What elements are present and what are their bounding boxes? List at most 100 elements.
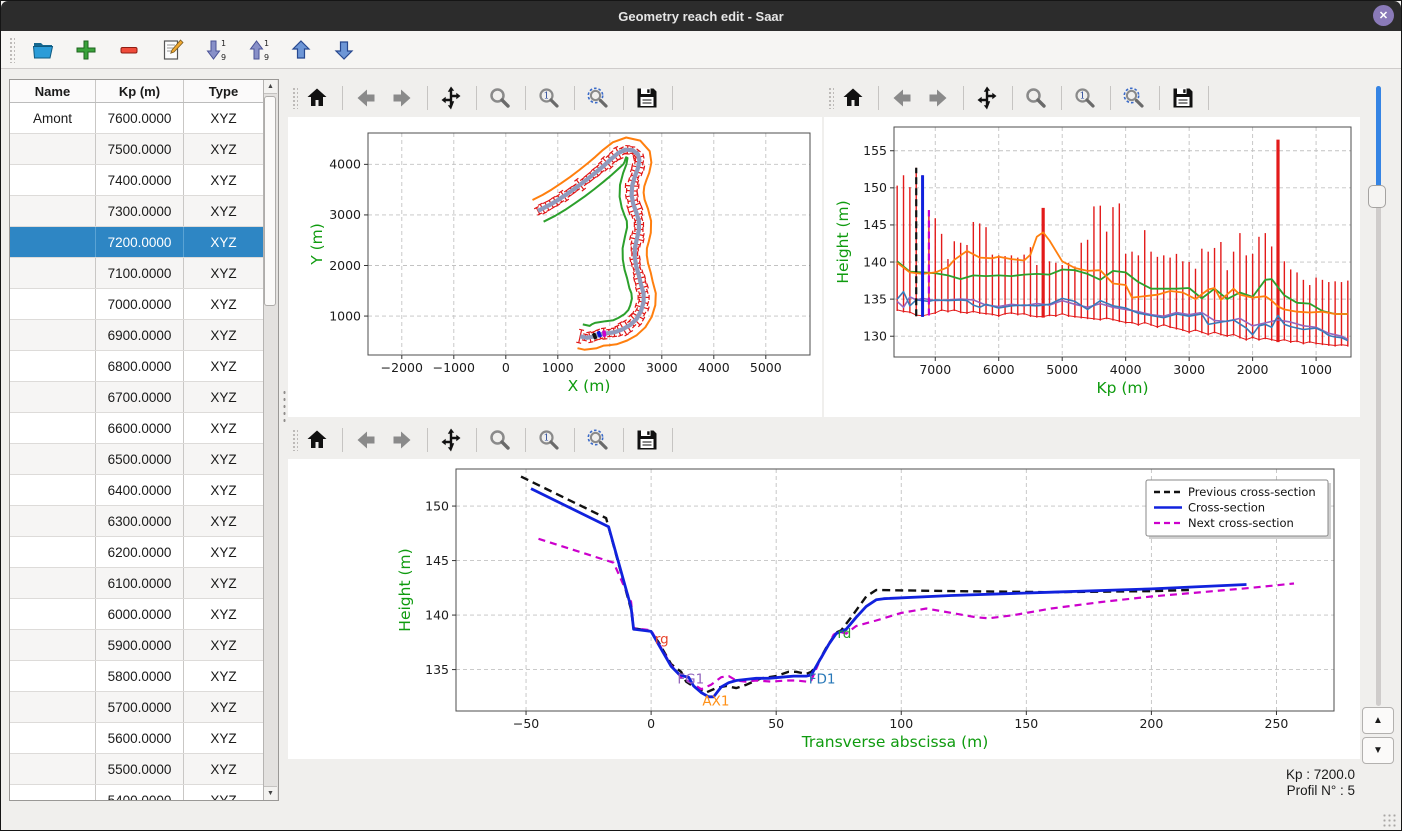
move-down-button[interactable]: [331, 36, 359, 64]
table-cell[interactable]: 6300.0000: [96, 506, 184, 536]
table-cell[interactable]: XYZ: [210, 141, 237, 157]
table-cell[interactable]: [10, 320, 96, 350]
table-cell[interactable]: 6100.0000: [96, 568, 184, 598]
zoom-original-button[interactable]: 1: [534, 83, 566, 113]
table-row[interactable]: 6200.0000 XYZ: [10, 537, 263, 568]
toolbar-drag-handle[interactable]: [9, 36, 15, 63]
back-button[interactable]: [351, 425, 383, 455]
panel-splitter[interactable]: [280, 79, 290, 801]
column-header-name[interactable]: Name: [10, 80, 96, 102]
zoom-button[interactable]: [485, 83, 517, 113]
table-row[interactable]: 6700.0000 XYZ: [10, 382, 263, 413]
table-row[interactable]: 6500.0000 XYZ: [10, 444, 263, 475]
home-button[interactable]: [302, 425, 334, 455]
table-cell[interactable]: XYZ: [210, 699, 237, 715]
table-cell[interactable]: XYZ: [210, 172, 237, 188]
table-cell[interactable]: XYZ: [210, 637, 237, 653]
table-cell[interactable]: XYZ: [210, 761, 237, 777]
table-row[interactable]: 7100.0000 XYZ: [10, 258, 263, 289]
titlebar[interactable]: Geometry reach edit - Saar ✕: [1, 1, 1401, 31]
table-cell[interactable]: 7300.0000: [96, 196, 184, 226]
table-cell[interactable]: [10, 351, 96, 381]
table-cell[interactable]: 7600.0000: [96, 103, 184, 133]
table-cell[interactable]: [10, 785, 96, 800]
table-cell[interactable]: [10, 413, 96, 443]
pan-button[interactable]: [972, 83, 1004, 113]
table-cell[interactable]: 5600.0000: [96, 723, 184, 753]
table-cell[interactable]: XYZ: [210, 358, 237, 374]
table-cell[interactable]: XYZ: [210, 265, 237, 281]
plan-view-canvas[interactable]: −2000 −1000 0 1000 2000 3000 4000 5000 1000 2000 3…: [288, 117, 822, 417]
zoom-button[interactable]: [485, 425, 517, 455]
table-cell[interactable]: 6000.0000: [96, 599, 184, 629]
table-cell[interactable]: 5800.0000: [96, 661, 184, 691]
table-row[interactable]: 7000.0000 XYZ: [10, 289, 263, 320]
table-cell[interactable]: XYZ: [210, 389, 237, 405]
table-cell[interactable]: 6900.0000: [96, 320, 184, 350]
home-button[interactable]: [838, 83, 870, 113]
zoom-selection-button[interactable]: [583, 83, 615, 113]
table-cell[interactable]: 6500.0000: [96, 444, 184, 474]
table-cell[interactable]: 5700.0000: [96, 692, 184, 722]
table-cell[interactable]: [10, 754, 96, 784]
table-row[interactable]: 6000.0000 XYZ: [10, 599, 263, 630]
table-row[interactable]: 6600.0000 XYZ: [10, 413, 263, 444]
zoom-selection-button[interactable]: [583, 425, 615, 455]
table-cell[interactable]: 7200.0000: [96, 227, 184, 257]
forward-button[interactable]: [387, 83, 419, 113]
table-cell[interactable]: XYZ: [210, 110, 237, 126]
save-button[interactable]: [1168, 83, 1200, 113]
table-row[interactable]: 7500.0000 XYZ: [10, 134, 263, 165]
table-cell[interactable]: XYZ: [210, 606, 237, 622]
cross-section-canvas[interactable]: rg FG1 AX1 FD1 rd Previous cross-section Cross…: [288, 459, 1360, 759]
sort-ascending-button[interactable]: 1 9: [245, 36, 273, 64]
table-cell[interactable]: 6400.0000: [96, 475, 184, 505]
table-cell[interactable]: Amont: [10, 103, 96, 133]
profile-slider-handle[interactable]: [1368, 185, 1386, 208]
table-row[interactable]: 6300.0000 XYZ: [10, 506, 263, 537]
table-cell[interactable]: XYZ: [210, 327, 237, 343]
table-cell[interactable]: 7500.0000: [96, 134, 184, 164]
table-cell[interactable]: [10, 661, 96, 691]
table-row[interactable]: 6400.0000 XYZ: [10, 475, 263, 506]
table-cell[interactable]: 5900.0000: [96, 630, 184, 660]
table-cell[interactable]: XYZ: [210, 544, 237, 560]
table-row[interactable]: 5500.0000 XYZ: [10, 754, 263, 785]
table-row[interactable]: 5800.0000 XYZ: [10, 661, 263, 692]
close-button[interactable]: ✕: [1373, 5, 1394, 26]
zoom-original-button[interactable]: 1: [534, 425, 566, 455]
zoom-button[interactable]: [1021, 83, 1053, 113]
table-cell[interactable]: 6800.0000: [96, 351, 184, 381]
column-header-type[interactable]: Type: [208, 83, 239, 99]
table-cell[interactable]: [10, 537, 96, 567]
table-cell[interactable]: XYZ: [210, 296, 237, 312]
table-row[interactable]: 5700.0000 XYZ: [10, 692, 263, 723]
toolbar-drag-handle[interactable]: [292, 87, 298, 109]
scroll-up-arrow[interactable]: ▲: [264, 80, 277, 94]
open-button[interactable]: [30, 36, 58, 64]
table-cell[interactable]: [10, 165, 96, 195]
table-cell[interactable]: [10, 475, 96, 505]
table-cell[interactable]: XYZ: [210, 203, 237, 219]
table-cell[interactable]: [10, 630, 96, 660]
table-cell[interactable]: XYZ: [210, 730, 237, 746]
forward-button[interactable]: [387, 425, 419, 455]
table-cell[interactable]: XYZ: [210, 420, 237, 436]
table-cell[interactable]: [10, 196, 96, 226]
back-button[interactable]: [351, 83, 383, 113]
table-cell[interactable]: [10, 506, 96, 536]
resize-grip-icon[interactable]: [1382, 813, 1397, 828]
table-scrollbar-thumb[interactable]: [264, 96, 276, 306]
back-button[interactable]: [887, 83, 919, 113]
edit-button[interactable]: [159, 36, 187, 64]
pan-button[interactable]: [436, 425, 468, 455]
pan-button[interactable]: [436, 83, 468, 113]
table-cell[interactable]: [10, 723, 96, 753]
forward-button[interactable]: [923, 83, 955, 113]
save-button[interactable]: [632, 83, 664, 113]
table-row[interactable]: Amont 7600.0000 XYZ: [10, 103, 263, 134]
table-cell[interactable]: 7000.0000: [96, 289, 184, 319]
table-row[interactable]: 5400.0000 XYZ: [10, 785, 263, 800]
next-profile-button[interactable]: ▼: [1362, 737, 1394, 764]
table-cell[interactable]: XYZ: [210, 575, 237, 591]
